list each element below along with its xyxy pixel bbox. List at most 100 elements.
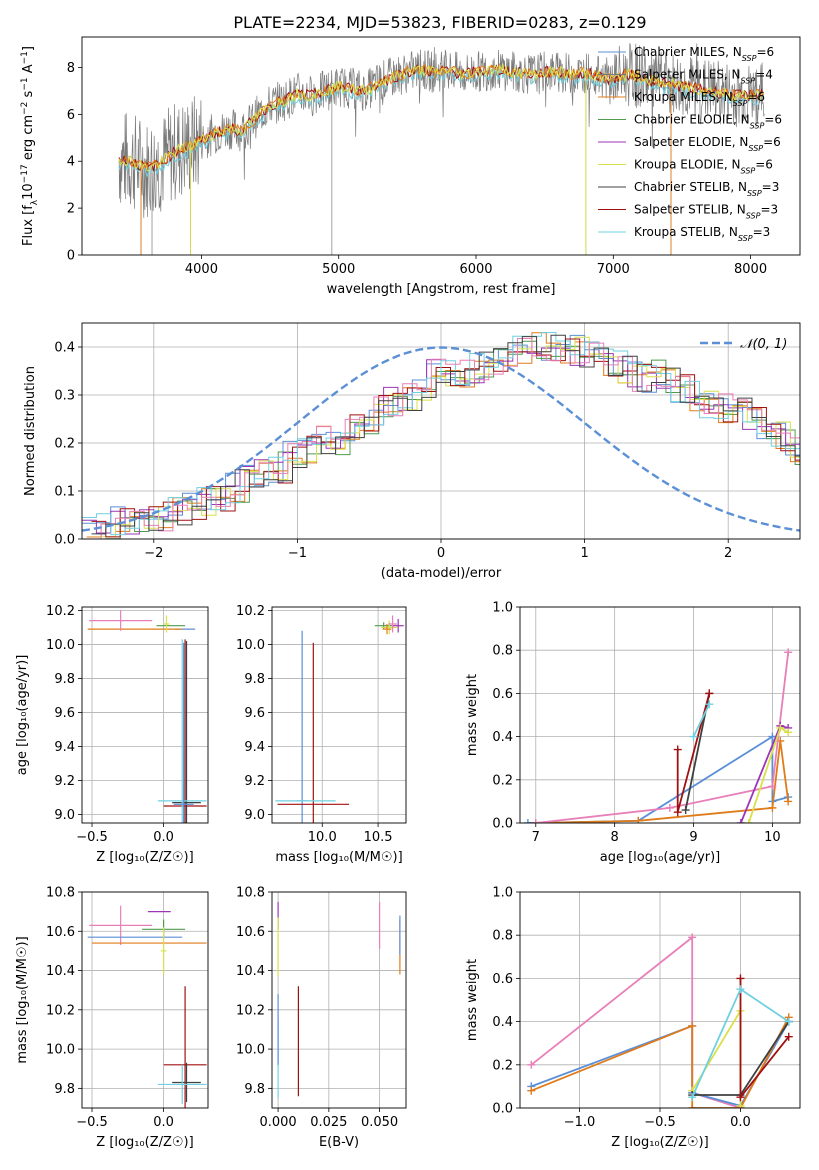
x-tick-label: −1.0	[564, 1115, 596, 1130]
y-tick-label: 0.0	[492, 817, 513, 832]
legend-entry: 𝒩(0, 1)	[740, 337, 787, 352]
legend-n: =4	[755, 68, 773, 82]
data-layer	[87, 905, 207, 1108]
weight-line	[530, 935, 741, 1108]
y-tick-label: 10.8	[46, 886, 75, 901]
weight-line	[692, 703, 711, 737]
y-axis-label-part: erg cm	[21, 115, 36, 164]
panel-weight_vs_Z: −1.0 −0.5 0.0 0.0 0.2 0.4 0.6 0.8 1.0 Z [log₁₀(Z/…	[465, 886, 801, 1150]
y-tick-label: 0.6	[492, 972, 513, 987]
weight-line	[691, 1007, 742, 1106]
y-tick-label: 0.6	[492, 687, 513, 702]
legend-entry: Kroupa MILES, NSSP=6	[634, 90, 765, 108]
x-tick-label: 8	[611, 830, 619, 845]
weight-marker	[688, 1104, 697, 1108]
y-axis-label-part: 10	[21, 183, 36, 200]
y-tick-label: 0.2	[54, 437, 75, 452]
x-tick-label: 2	[724, 546, 732, 561]
figure-title: PLATE=2234, MJD=53823, FIBERID=0283, z=0…	[233, 13, 646, 32]
y-tick-label: 9.0	[244, 808, 265, 823]
y-tick-label: 10.2	[46, 1003, 75, 1018]
y-tick-label: 9.8	[54, 1082, 75, 1097]
y-tick-label: 9.8	[244, 672, 265, 687]
y-tick-label: 9.0	[54, 808, 75, 823]
x-tick-label: 7	[532, 830, 540, 845]
y-tick-label: 10.4	[236, 964, 265, 979]
legend-n: =3	[753, 225, 771, 239]
x-tick-label: 0.0	[153, 1115, 174, 1130]
legend-name: Salpeter MILES, N	[634, 68, 741, 82]
weight-marker	[705, 700, 714, 709]
axes-frame	[271, 606, 407, 824]
legend-name: Salpeter ELODIE, N	[634, 135, 748, 149]
y-tick-label: 10.2	[236, 604, 265, 619]
y-axis-label: mass [log₁₀(M/M☉)]	[15, 936, 30, 1063]
y-tick-label: 0.8	[492, 644, 513, 659]
data-layer	[275, 615, 404, 823]
data-layer	[527, 933, 793, 1108]
spectrum-data-line	[118, 43, 765, 218]
weight-marker	[784, 728, 793, 737]
legend-name: Chabrier STELIB, N	[634, 180, 747, 194]
axes-frame	[81, 606, 209, 824]
y-tick-label: 0.4	[492, 1015, 513, 1030]
weight-marker	[736, 819, 745, 823]
y-axis-label: Flux [fλ10−17 erg cm−2 s−1 A−1]	[20, 46, 40, 246]
axes-frame	[81, 36, 801, 256]
y-tick-label: 9.8	[54, 672, 75, 687]
data-layer	[523, 648, 793, 823]
y-axis-label: mass weight	[465, 674, 480, 756]
weight-marker	[681, 806, 690, 815]
weight-marker	[665, 803, 674, 812]
y-tick-label: 9.6	[54, 706, 75, 721]
weight-line	[535, 652, 790, 823]
axes-frame	[81, 891, 209, 1109]
y-tick-label: 10.6	[236, 925, 265, 940]
legend-entry: Salpeter STELIB, NSSP=3	[634, 203, 778, 221]
weight-marker	[736, 1093, 745, 1102]
y-tick-label: 10.0	[236, 1043, 265, 1058]
weight-marker	[531, 819, 540, 823]
weight-marker	[784, 1017, 793, 1026]
y-axis-label-part: −1	[20, 51, 30, 64]
y-tick-label: 1.0	[492, 886, 513, 901]
legend-name: Salpeter STELIB, N	[634, 203, 746, 217]
y-tick-label: 8	[67, 61, 75, 76]
weight-marker	[776, 723, 785, 732]
x-tick-label: 1	[580, 546, 588, 561]
data-layer	[277, 901, 401, 1099]
legend-name: Kroupa ELODIE, N	[634, 158, 741, 172]
y-tick-label: 0	[67, 249, 75, 264]
y-tick-label: 0.1	[54, 485, 75, 500]
data-layer	[118, 43, 765, 255]
panel-weight_vs_age: 7 8 9 10 0.0 0.2 0.4 0.6 0.8 1.0 age [log₁₀(age/yr…	[465, 601, 801, 865]
legend-name: Kroupa STELIB, N	[634, 225, 738, 239]
y-axis-label-part: −17	[20, 164, 30, 183]
legend-sub: SSP	[748, 144, 763, 153]
weight-marker	[736, 974, 745, 983]
y-tick-label: 0.4	[54, 341, 75, 356]
panel-age_vs_Z: −0.5 0.0 9.0 9.2 9.4 9.6 9.8 10.0 10.2 Z [log₁₀(Z…	[15, 604, 209, 865]
weight-marker	[673, 745, 682, 754]
weight-marker	[527, 1086, 536, 1095]
x-tick-label: 8000	[734, 262, 767, 277]
y-axis-label-part: s	[21, 90, 36, 101]
x-tick-label: −0.5	[76, 1115, 108, 1130]
y-tick-label: 10.8	[236, 886, 265, 901]
x-tick-label: −1	[288, 546, 307, 561]
y-tick-label: 10.4	[46, 964, 75, 979]
y-axis-label-part: Flux [f	[21, 205, 36, 246]
y-tick-label: 10.6	[46, 925, 75, 940]
y-axis-label: age [log₁₀(age/yr)]	[15, 655, 30, 776]
model-fit-line	[118, 62, 764, 172]
legend-entry: Chabrier STELIB, NSSP=3	[634, 180, 779, 198]
weight-marker	[744, 819, 753, 823]
legend-entry: Salpeter ELODIE, NSSP=6	[634, 135, 781, 153]
data-layer	[87, 610, 207, 823]
x-tick-label: 6000	[459, 262, 492, 277]
x-tick-label: −0.5	[644, 1115, 676, 1130]
panel-residuals: −2 −1 0 1 2 0.0 0.1 0.2 0.3 0.4 (data-model)/error…	[23, 322, 801, 581]
y-tick-label: 4	[67, 155, 75, 170]
weight-marker	[784, 797, 793, 806]
